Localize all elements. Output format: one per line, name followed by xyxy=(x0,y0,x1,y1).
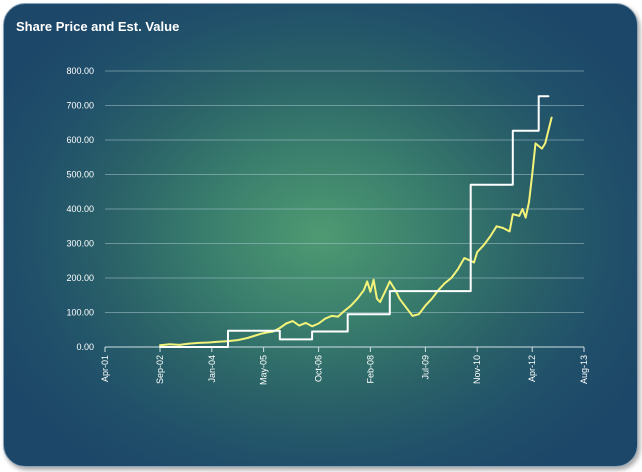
y-axis-tick-labels: 0.00 100.00 200.00 300.00 400.00 500.00 600.00… xyxy=(66,66,94,352)
x-tick-label: May-05 xyxy=(259,355,269,385)
y-tick-label: 300.00 xyxy=(66,239,94,249)
y-tick-label: 0.00 xyxy=(76,342,94,352)
y-tick-label: 100.00 xyxy=(66,308,94,318)
x-axis-tick-labels: Apr-01 Sep-02 Jan-04 May-05 Oct-06 Feb-08 Jul-… xyxy=(100,355,589,385)
series-line-1 xyxy=(159,95,550,348)
x-tick-label: Aug-13 xyxy=(579,355,589,384)
gridlines xyxy=(105,70,584,313)
x-tick-label: Sep-02 xyxy=(155,355,165,384)
series-line-0 xyxy=(159,116,553,347)
x-tick-label: Apr-01 xyxy=(100,355,110,382)
x-tick-label: Oct-06 xyxy=(314,355,324,382)
x-tick-label: Nov-10 xyxy=(472,355,482,384)
x-tick-label: Jul-09 xyxy=(420,355,430,380)
x-tick-label: Apr-12 xyxy=(527,355,537,382)
y-tick-label: 200.00 xyxy=(66,273,94,283)
y-tick-label: 800.00 xyxy=(66,66,94,76)
x-tick-label: Feb-08 xyxy=(365,355,375,384)
series-lines xyxy=(159,95,553,348)
chart-title: Share Price and Est. Value xyxy=(16,19,180,34)
chart-frame: Share Price and Est. Value xyxy=(3,3,638,467)
x-tick-label: Jan-04 xyxy=(207,355,217,383)
y-tick-label: 700.00 xyxy=(66,101,94,111)
y-tick-label: 500.00 xyxy=(66,170,94,180)
y-tick-label: 400.00 xyxy=(66,204,94,214)
y-tick-label: 600.00 xyxy=(66,135,94,145)
